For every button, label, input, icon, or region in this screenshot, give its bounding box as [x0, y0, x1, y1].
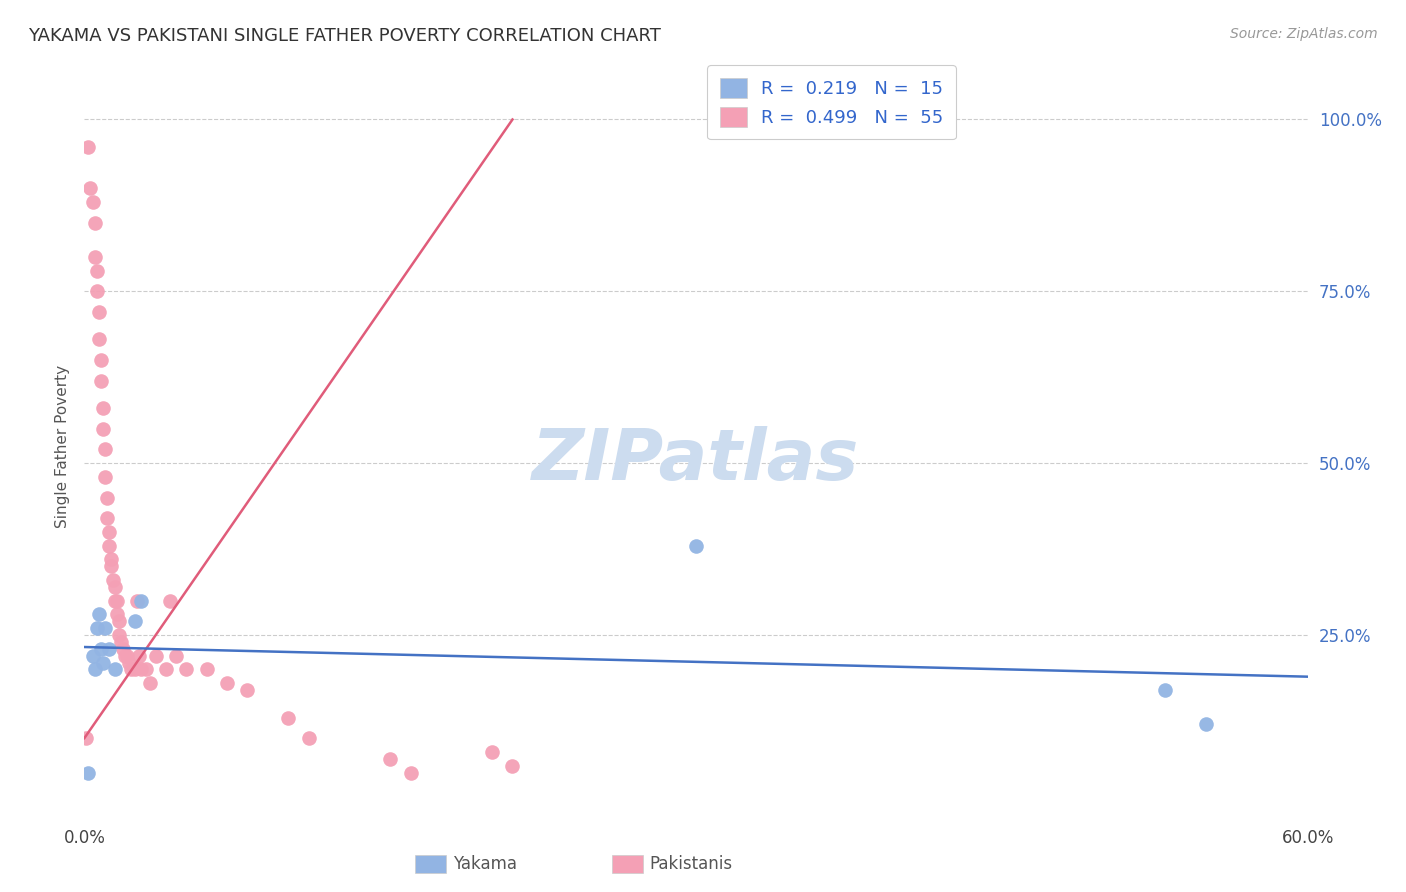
Point	[91, 401, 114, 416]
Point	[87, 305, 110, 319]
Point	[104, 580, 127, 594]
Point	[91, 422, 114, 436]
Point	[128, 648, 150, 663]
Point	[108, 615, 131, 629]
Point	[131, 662, 153, 676]
Point	[93, 470, 115, 484]
Text: Source: ZipAtlas.com: Source: ZipAtlas.com	[1230, 27, 1378, 41]
Point	[380, 752, 402, 766]
Point	[86, 263, 108, 277]
Point	[135, 662, 157, 676]
Point	[118, 656, 141, 670]
Point	[97, 524, 120, 539]
Point	[90, 374, 112, 388]
Point	[115, 648, 138, 663]
Point	[86, 285, 108, 299]
Point	[90, 641, 112, 656]
Point	[83, 662, 105, 676]
Point	[93, 621, 115, 635]
Point	[105, 593, 128, 607]
Point	[77, 765, 100, 780]
Point	[277, 710, 299, 724]
Point	[108, 628, 131, 642]
Point	[1195, 717, 1218, 731]
Point	[83, 216, 105, 230]
Point	[100, 552, 122, 566]
Point	[124, 615, 146, 629]
Point	[399, 765, 422, 780]
Point	[97, 641, 120, 656]
Point	[236, 683, 259, 698]
Point	[127, 593, 149, 607]
Point	[105, 607, 128, 622]
Point	[155, 662, 177, 676]
Point	[195, 662, 218, 676]
Point	[79, 181, 101, 195]
FancyBboxPatch shape	[415, 855, 446, 873]
Point	[97, 539, 120, 553]
Point	[91, 656, 114, 670]
Point	[82, 194, 104, 209]
Point	[481, 745, 503, 759]
Point	[1154, 683, 1177, 698]
FancyBboxPatch shape	[612, 855, 643, 873]
Point	[93, 442, 115, 457]
Point	[112, 641, 135, 656]
Point	[165, 648, 187, 663]
Point	[86, 621, 108, 635]
Point	[114, 648, 136, 663]
Point	[174, 662, 197, 676]
Point	[110, 635, 132, 649]
Point	[87, 607, 110, 622]
Text: Pakistanis: Pakistanis	[650, 855, 733, 873]
Point	[138, 676, 160, 690]
Y-axis label: Single Father Poverty: Single Father Poverty	[55, 365, 70, 527]
Point	[159, 593, 181, 607]
Point	[83, 250, 105, 264]
Point	[75, 731, 97, 746]
Point	[100, 559, 122, 574]
Point	[87, 333, 110, 347]
Point	[104, 593, 127, 607]
Text: YAKAMA VS PAKISTANI SINGLE FATHER POVERTY CORRELATION CHART: YAKAMA VS PAKISTANI SINGLE FATHER POVERT…	[28, 27, 661, 45]
Point	[685, 539, 707, 553]
Point	[298, 731, 321, 746]
Point	[96, 511, 118, 525]
Text: ZIPatlas: ZIPatlas	[533, 426, 859, 495]
Point	[145, 648, 167, 663]
Point	[217, 676, 239, 690]
Point	[124, 662, 146, 676]
Legend: R =  0.219   N =  15, R =  0.499   N =  55: R = 0.219 N = 15, R = 0.499 N = 55	[707, 65, 956, 139]
Point	[90, 353, 112, 368]
Point	[77, 140, 100, 154]
Point	[502, 758, 524, 772]
Text: Yakama: Yakama	[453, 855, 517, 873]
Point	[101, 573, 124, 587]
Point	[131, 593, 153, 607]
Point	[120, 662, 142, 676]
Point	[104, 662, 127, 676]
Point	[96, 491, 118, 505]
Point	[82, 648, 104, 663]
